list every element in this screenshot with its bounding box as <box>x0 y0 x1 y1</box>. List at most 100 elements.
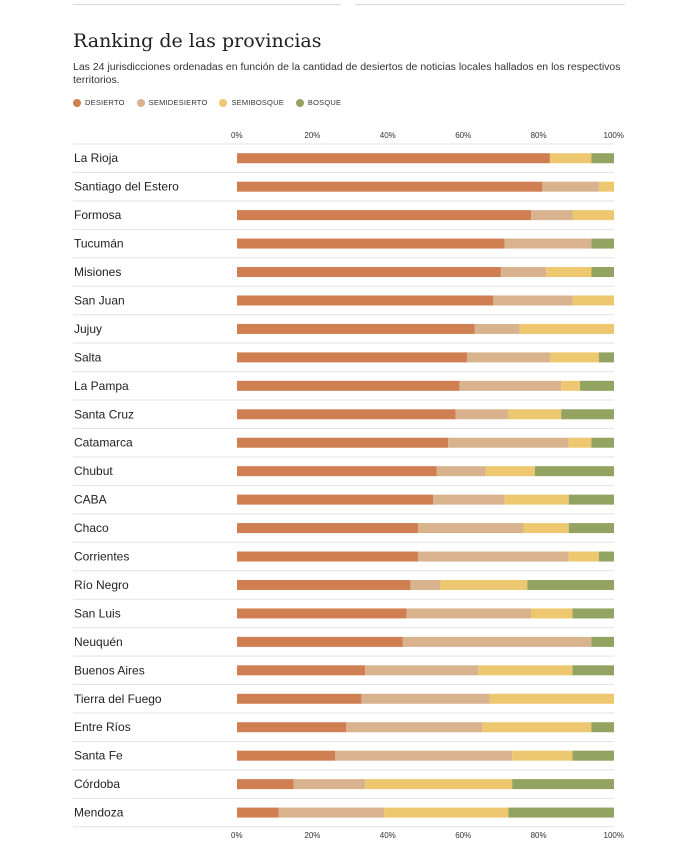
bar-segment-neuquen-bosque <box>591 636 614 647</box>
row-label-entre-rios: Entre Ríos <box>74 720 131 734</box>
x-tick-label-bottom: 60% <box>455 831 471 840</box>
bar-segment-catamarca-semidesierto <box>448 437 569 448</box>
bar-segment-tucuman-bosque <box>591 238 614 249</box>
row-label-la-rioja: La Rioja <box>74 151 118 165</box>
row-label-neuquen: Neuquén <box>74 635 123 649</box>
x-tick-label-top: 20% <box>304 131 320 140</box>
bar-segment-chaco-semibosque <box>523 523 569 534</box>
legend-swatch-semidesierto <box>136 98 145 107</box>
bar-segment-rio-negro-semidesierto <box>410 579 441 590</box>
legend-label-desierto: DESIERTO <box>85 98 125 107</box>
legend-swatch-desierto <box>73 98 81 107</box>
bar-segment-tierra-del-fuego-semidesierto <box>361 693 490 704</box>
legend-label-bosque: BOSQUE <box>307 98 342 107</box>
bar-segment-san-juan-semibosque <box>572 295 614 306</box>
x-tick-label-top: 60% <box>455 131 471 140</box>
row-label-chaco: Chaco <box>74 521 109 535</box>
row-label-corrientes: Corrientes <box>74 550 129 564</box>
bar-segment-entre-rios-bosque <box>591 722 614 733</box>
bar-segment-salta-desierto <box>237 352 467 363</box>
bar-segment-la-rioja-semibosque <box>549 153 592 164</box>
row-label-misiones: Misiones <box>74 265 121 279</box>
bar-segment-jujuy-semibosque <box>519 323 614 334</box>
bar-segment-misiones-bosque <box>591 267 614 278</box>
bar-segment-jujuy-semidesierto <box>474 323 520 334</box>
row-label-rio-negro: Río Negro <box>74 578 129 592</box>
bar-segment-salta-bosque <box>598 352 614 363</box>
bar-segment-buenos-aires-semidesierto <box>365 665 479 676</box>
bar-segment-san-luis-semidesierto <box>406 608 532 619</box>
bar-segment-catamarca-desierto <box>237 437 449 448</box>
bar-segment-catamarca-bosque <box>591 437 614 448</box>
bar-segment-catamarca-semibosque <box>568 437 592 448</box>
row-label-chubut: Chubut <box>74 464 113 478</box>
bar-segment-neuquen-desierto <box>237 636 403 647</box>
bar-segment-san-luis-desierto <box>237 608 407 619</box>
x-tick-label-bottom: 0% <box>231 831 243 840</box>
bar-segment-la-pampa-desierto <box>237 380 460 391</box>
bar-segment-tucuman-desierto <box>237 238 505 249</box>
bar-segment-chubut-semidesierto <box>436 466 486 477</box>
bar-segment-caba-semibosque <box>504 494 569 505</box>
bar-segment-santa-fe-desierto <box>237 750 336 761</box>
bar-segment-santa-fe-bosque <box>572 750 614 761</box>
x-tick-label-bottom: 40% <box>380 831 396 840</box>
bar-segment-caba-semidesierto <box>433 494 505 505</box>
bar-segment-mendoza-semibosque <box>384 807 509 818</box>
legend-swatch-bosque <box>295 98 304 107</box>
row-label-catamarca: Catamarca <box>74 436 133 450</box>
chart-subtitle: Las 24 jurisdicciones ordenadas en funci… <box>73 61 621 86</box>
chart-title: Ranking de las provincias <box>73 30 322 52</box>
bar-segment-santa-cruz-bosque <box>561 409 614 420</box>
bar-segment-caba-bosque <box>568 494 614 505</box>
x-tick-label-bottom: 80% <box>531 831 547 840</box>
row-label-mendoza: Mendoza <box>74 806 124 820</box>
bar-segment-misiones-desierto <box>237 267 501 278</box>
legend-item-desierto: DESIERTO <box>73 98 125 107</box>
bar-segment-buenos-aires-bosque <box>572 665 614 676</box>
bar-segment-salta-semibosque <box>549 352 599 363</box>
bar-segment-rio-negro-desierto <box>237 579 411 590</box>
bar-segment-cordoba-desierto <box>237 779 294 790</box>
bar-segment-san-juan-desierto <box>237 295 494 306</box>
row-label-cordoba: Córdoba <box>74 777 120 791</box>
legend-item-semidesierto: SEMIDESIERTO <box>136 98 208 107</box>
row-label-formosa: Formosa <box>74 208 122 222</box>
bar-segment-misiones-semidesierto <box>500 267 547 278</box>
bar-segment-san-luis-semibosque <box>531 608 573 619</box>
bar-segment-tierra-del-fuego-desierto <box>237 693 362 704</box>
bar-segment-cordoba-semidesierto <box>293 779 366 790</box>
row-label-santiago-del-estero: Santiago del Estero <box>74 180 179 194</box>
legend-swatch-semibosque <box>219 98 228 107</box>
x-tick-label-top: 80% <box>531 131 547 140</box>
bar-segment-santiago-del-estero-semibosque <box>598 181 614 192</box>
bar-segment-chubut-bosque <box>534 466 614 477</box>
chart-legend: DESIERTO SEMIDESIERTO SEMIBOSQUE BOSQUE <box>73 98 353 107</box>
bar-segment-santiago-del-estero-desierto <box>237 181 543 192</box>
bar-segment-formosa-semibosque <box>572 210 614 221</box>
bar-segment-formosa-semidesierto <box>531 210 573 221</box>
x-tick-label-bottom: 100% <box>604 831 624 840</box>
bar-segment-la-pampa-bosque <box>580 380 614 391</box>
top-divider-left <box>73 4 341 5</box>
bar-segment-la-pampa-semibosque <box>561 380 581 391</box>
bar-segment-la-pampa-semidesierto <box>459 380 562 391</box>
bar-segment-tucuman-semidesierto <box>504 238 592 249</box>
bar-segment-santiago-del-estero-semidesierto <box>542 181 599 192</box>
bar-segment-neuquen-semidesierto <box>402 636 592 647</box>
bar-segment-corrientes-semidesierto <box>417 551 569 562</box>
bar-segment-buenos-aires-semibosque <box>478 665 573 676</box>
bar-segment-chubut-semibosque <box>485 466 535 477</box>
row-label-jujuy: Jujuy <box>74 322 102 336</box>
bar-segment-santa-fe-semidesierto <box>335 750 513 761</box>
bar-segment-rio-negro-semibosque <box>440 579 528 590</box>
row-label-santa-cruz: Santa Cruz <box>74 407 134 421</box>
row-label-caba: CABA <box>74 493 107 507</box>
row-label-tucuman: Tucumán <box>74 237 124 251</box>
row-label-santa-fe: Santa Fe <box>74 749 123 763</box>
bar-segment-buenos-aires-desierto <box>237 665 366 676</box>
bar-segment-mendoza-bosque <box>508 807 614 818</box>
legend-label-semidesierto: SEMIDESIERTO <box>148 98 208 107</box>
legend-label-semibosque: SEMIBOSQUE <box>231 98 284 107</box>
bar-segment-cordoba-bosque <box>512 779 614 790</box>
